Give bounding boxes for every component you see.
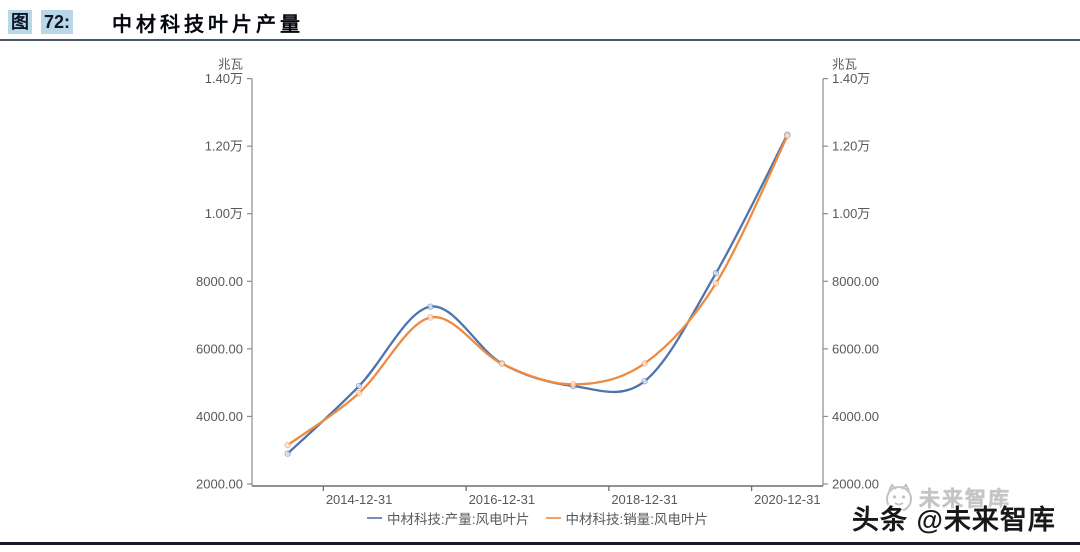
figure-header: 图 72: 中材科技叶片产量 bbox=[8, 8, 304, 36]
y-axis-tick-label-right: 2000.00 bbox=[832, 477, 879, 492]
watermark: 未来智库 头条 @未来智库 bbox=[848, 474, 1080, 542]
y-axis-tick-label-right: 8000.00 bbox=[832, 274, 879, 289]
legend-dash-icon bbox=[366, 517, 382, 519]
figure-title: 中材科技叶片产量 bbox=[112, 11, 305, 36]
legend-label: 中材科技:销量:风电叶片 bbox=[565, 512, 709, 527]
legend-label: 中材科技:产量:风电叶片 bbox=[386, 512, 530, 527]
y-axis-tick-label-left: 8000.00 bbox=[196, 274, 243, 289]
x-axis-tick-label: 2020-12-31 bbox=[754, 492, 821, 507]
figure-label-chip: 图 bbox=[8, 10, 32, 34]
data-point-marker bbox=[712, 280, 720, 287]
watermark-light-text: 未来智库 bbox=[919, 488, 1011, 512]
data-point-marker bbox=[284, 450, 291, 457]
y-axis-tick-label-right: 1.20万 bbox=[832, 139, 870, 154]
y-axis-tick-label-right: 1.00万 bbox=[832, 206, 870, 221]
y-axis-tick-label-left: 6000.00 bbox=[196, 341, 243, 356]
data-point-marker bbox=[284, 441, 291, 449]
y-axis-tick-label-left: 1.20万 bbox=[205, 139, 243, 154]
y-axis-tick-label-left: 1.40万 bbox=[205, 71, 243, 86]
legend-item: 中材科技:产量:风电叶片 bbox=[366, 508, 530, 528]
chart-legend: 中材科技:产量:风电叶片 中材科技:销量:风电叶片 bbox=[252, 508, 823, 528]
data-point-marker bbox=[355, 389, 363, 397]
data-point-marker bbox=[498, 360, 506, 367]
y-axis-tick-label-right: 1.40万 bbox=[832, 71, 870, 86]
data-point-marker bbox=[427, 314, 434, 321]
y-axis-tick-label-right: 6000.00 bbox=[832, 341, 879, 356]
legend-item: 中材科技:销量:风电叶片 bbox=[545, 508, 709, 528]
y-axis-tick-label-left: 2000.00 bbox=[196, 477, 243, 492]
y-axis-tick-label-left: 4000.00 bbox=[196, 409, 243, 424]
data-point-marker bbox=[355, 382, 363, 390]
series-line-sales bbox=[286, 134, 789, 447]
x-axis-tick-label: 2018-12-31 bbox=[611, 492, 678, 507]
x-axis-tick-label: 2014-12-31 bbox=[326, 492, 393, 507]
y-axis-unit-left: 兆瓦 bbox=[218, 58, 243, 72]
figure-number-chip: 72: bbox=[41, 10, 74, 34]
data-point-marker bbox=[641, 360, 648, 367]
data-point-marker bbox=[569, 381, 577, 388]
data-point-marker bbox=[427, 303, 434, 310]
x-axis-tick-label: 2016-12-31 bbox=[469, 492, 536, 507]
bottom-divider bbox=[0, 542, 1080, 545]
data-point-marker bbox=[712, 269, 720, 277]
watermark-logo-icon bbox=[886, 483, 912, 512]
series-line-production bbox=[286, 133, 789, 455]
y-axis-tick-label-right: 4000.00 bbox=[832, 409, 879, 424]
data-point-marker bbox=[784, 132, 791, 140]
y-axis-tick-label-left: 1.00万 bbox=[205, 206, 243, 221]
data-point-marker bbox=[641, 378, 648, 385]
legend-dash-icon bbox=[545, 517, 561, 519]
watermark-dark-text: 头条 @未来智库 bbox=[852, 505, 1056, 535]
watermark-light-layer: 未来智库 bbox=[882, 482, 1011, 514]
y-axis-unit-right: 兆瓦 bbox=[832, 58, 857, 72]
header-divider bbox=[0, 39, 1080, 41]
